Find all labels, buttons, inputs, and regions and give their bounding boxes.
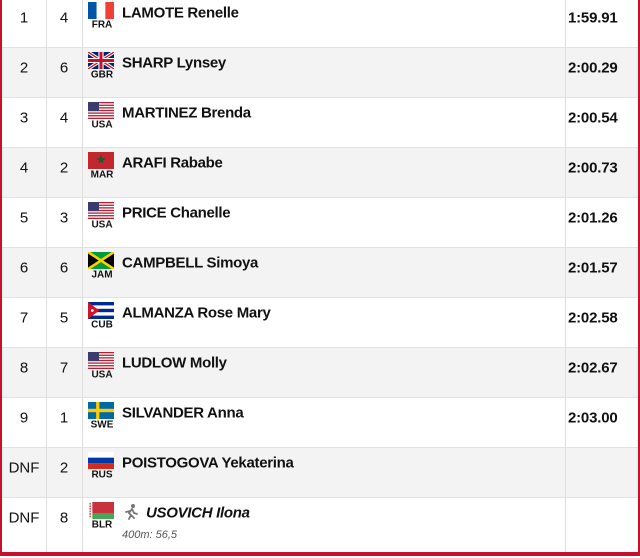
- flag: [88, 202, 114, 219]
- lane: 1: [59, 409, 69, 427]
- athlete-name: MARTINEZ Brenda: [122, 104, 251, 122]
- result-time: 2:00.29: [568, 59, 618, 77]
- lane: 8: [59, 509, 69, 527]
- result-row: 4 2 MAR ARAFI Rababe 2:00.73: [2, 148, 638, 198]
- athlete-name: SHARP Lynsey: [122, 54, 226, 72]
- lane: 5: [59, 309, 69, 327]
- lane: 6: [59, 259, 69, 277]
- athlete-name: ALMANZA Rose Mary: [122, 304, 271, 322]
- result-row: 9 1 SWE SILVANDER Anna 2:03.00: [2, 398, 638, 448]
- country-code: USA: [91, 219, 113, 231]
- country-code: MAR: [90, 169, 114, 181]
- rank: 4: [19, 159, 29, 177]
- result-row: 5 3 USA PRICE Chanelle 2:01.26: [2, 198, 638, 248]
- rank: 3: [19, 109, 29, 127]
- lane: 6: [59, 59, 69, 77]
- column-divider: [46, 0, 47, 552]
- rank: DNF: [8, 459, 40, 477]
- result-row: 3 4 USA MARTINEZ Brenda 2:00.54: [2, 98, 638, 148]
- flag: [88, 502, 114, 519]
- flag: [88, 302, 114, 319]
- athlete-name: ARAFI Rababe: [122, 154, 223, 172]
- flag: [88, 52, 114, 69]
- athlete-name: LUDLOW Molly: [122, 354, 227, 372]
- result-time: 2:02.58: [568, 309, 618, 327]
- result-time: 2:00.54: [568, 109, 618, 127]
- athlete-name: CAMPBELL Simoya: [122, 254, 259, 272]
- athlete-name: POISTOGOVA Yekaterina: [122, 454, 294, 472]
- result-time: 2:00.73: [568, 159, 618, 177]
- result-time: 1:59.91: [568, 9, 618, 27]
- column-divider: [565, 0, 566, 552]
- flag: [88, 102, 114, 119]
- result-row: 2 6 GBR SHARP Lynsey 2:00.29: [2, 48, 638, 98]
- rank: DNF: [8, 509, 40, 527]
- country-code: SWE: [90, 419, 114, 431]
- lane: 3: [59, 209, 69, 227]
- result-row: 7 5 CUB ALMANZA Rose Mary 2:02.58: [2, 298, 638, 348]
- rank: 8: [19, 359, 29, 377]
- country-code: FRA: [91, 19, 113, 31]
- rank: 7: [19, 309, 29, 327]
- result-row: DNF 8 BLR USOVICH Ilona 400m: 56,5: [2, 498, 638, 552]
- result-row: 8 7 USA LUDLOW Molly 2:02.67: [2, 348, 638, 398]
- lane: 2: [59, 459, 69, 477]
- country-code: USA: [91, 119, 113, 131]
- rank: 9: [19, 409, 29, 427]
- flag: [88, 352, 114, 369]
- result-row: DNF 2 RUS POISTOGOVA Yekaterina: [2, 448, 638, 498]
- athlete-name: PRICE Chanelle: [122, 204, 231, 222]
- result-row: 1 4 FRA LAMOTE Renelle 1:59.91: [2, 0, 638, 48]
- flag: [88, 402, 114, 419]
- country-code: CUB: [91, 319, 113, 331]
- split-note: 400m: 56,5: [122, 529, 178, 541]
- rank: 5: [19, 209, 29, 227]
- country-code: GBR: [90, 69, 114, 81]
- athlete-name: USOVICH Ilona: [146, 504, 250, 522]
- country-code: RUS: [91, 469, 113, 481]
- flag: [88, 252, 114, 269]
- rank: 1: [19, 9, 29, 27]
- lane: 2: [59, 159, 69, 177]
- flag: [88, 452, 114, 469]
- rank: 6: [19, 259, 29, 277]
- result-time: 2:01.57: [568, 259, 618, 277]
- lane: 4: [59, 109, 69, 127]
- lane: 4: [59, 9, 69, 27]
- lane: 7: [59, 359, 69, 377]
- athlete-name: LAMOTE Renelle: [122, 4, 239, 22]
- result-row: 6 6 JAM CAMPBELL Simoya 2:01.57: [2, 248, 638, 298]
- flag: [88, 2, 114, 19]
- flag: [88, 152, 114, 169]
- result-time: 2:03.00: [568, 409, 618, 427]
- athlete-name: SILVANDER Anna: [122, 404, 244, 422]
- result-time: 2:01.26: [568, 209, 618, 227]
- column-divider: [82, 0, 83, 552]
- rank: 2: [19, 59, 29, 77]
- country-code: USA: [91, 369, 113, 381]
- country-code: BLR: [91, 519, 113, 531]
- country-code: JAM: [91, 269, 113, 281]
- result-time: 2:02.67: [568, 359, 618, 377]
- did-not-finish-icon: [125, 504, 138, 520]
